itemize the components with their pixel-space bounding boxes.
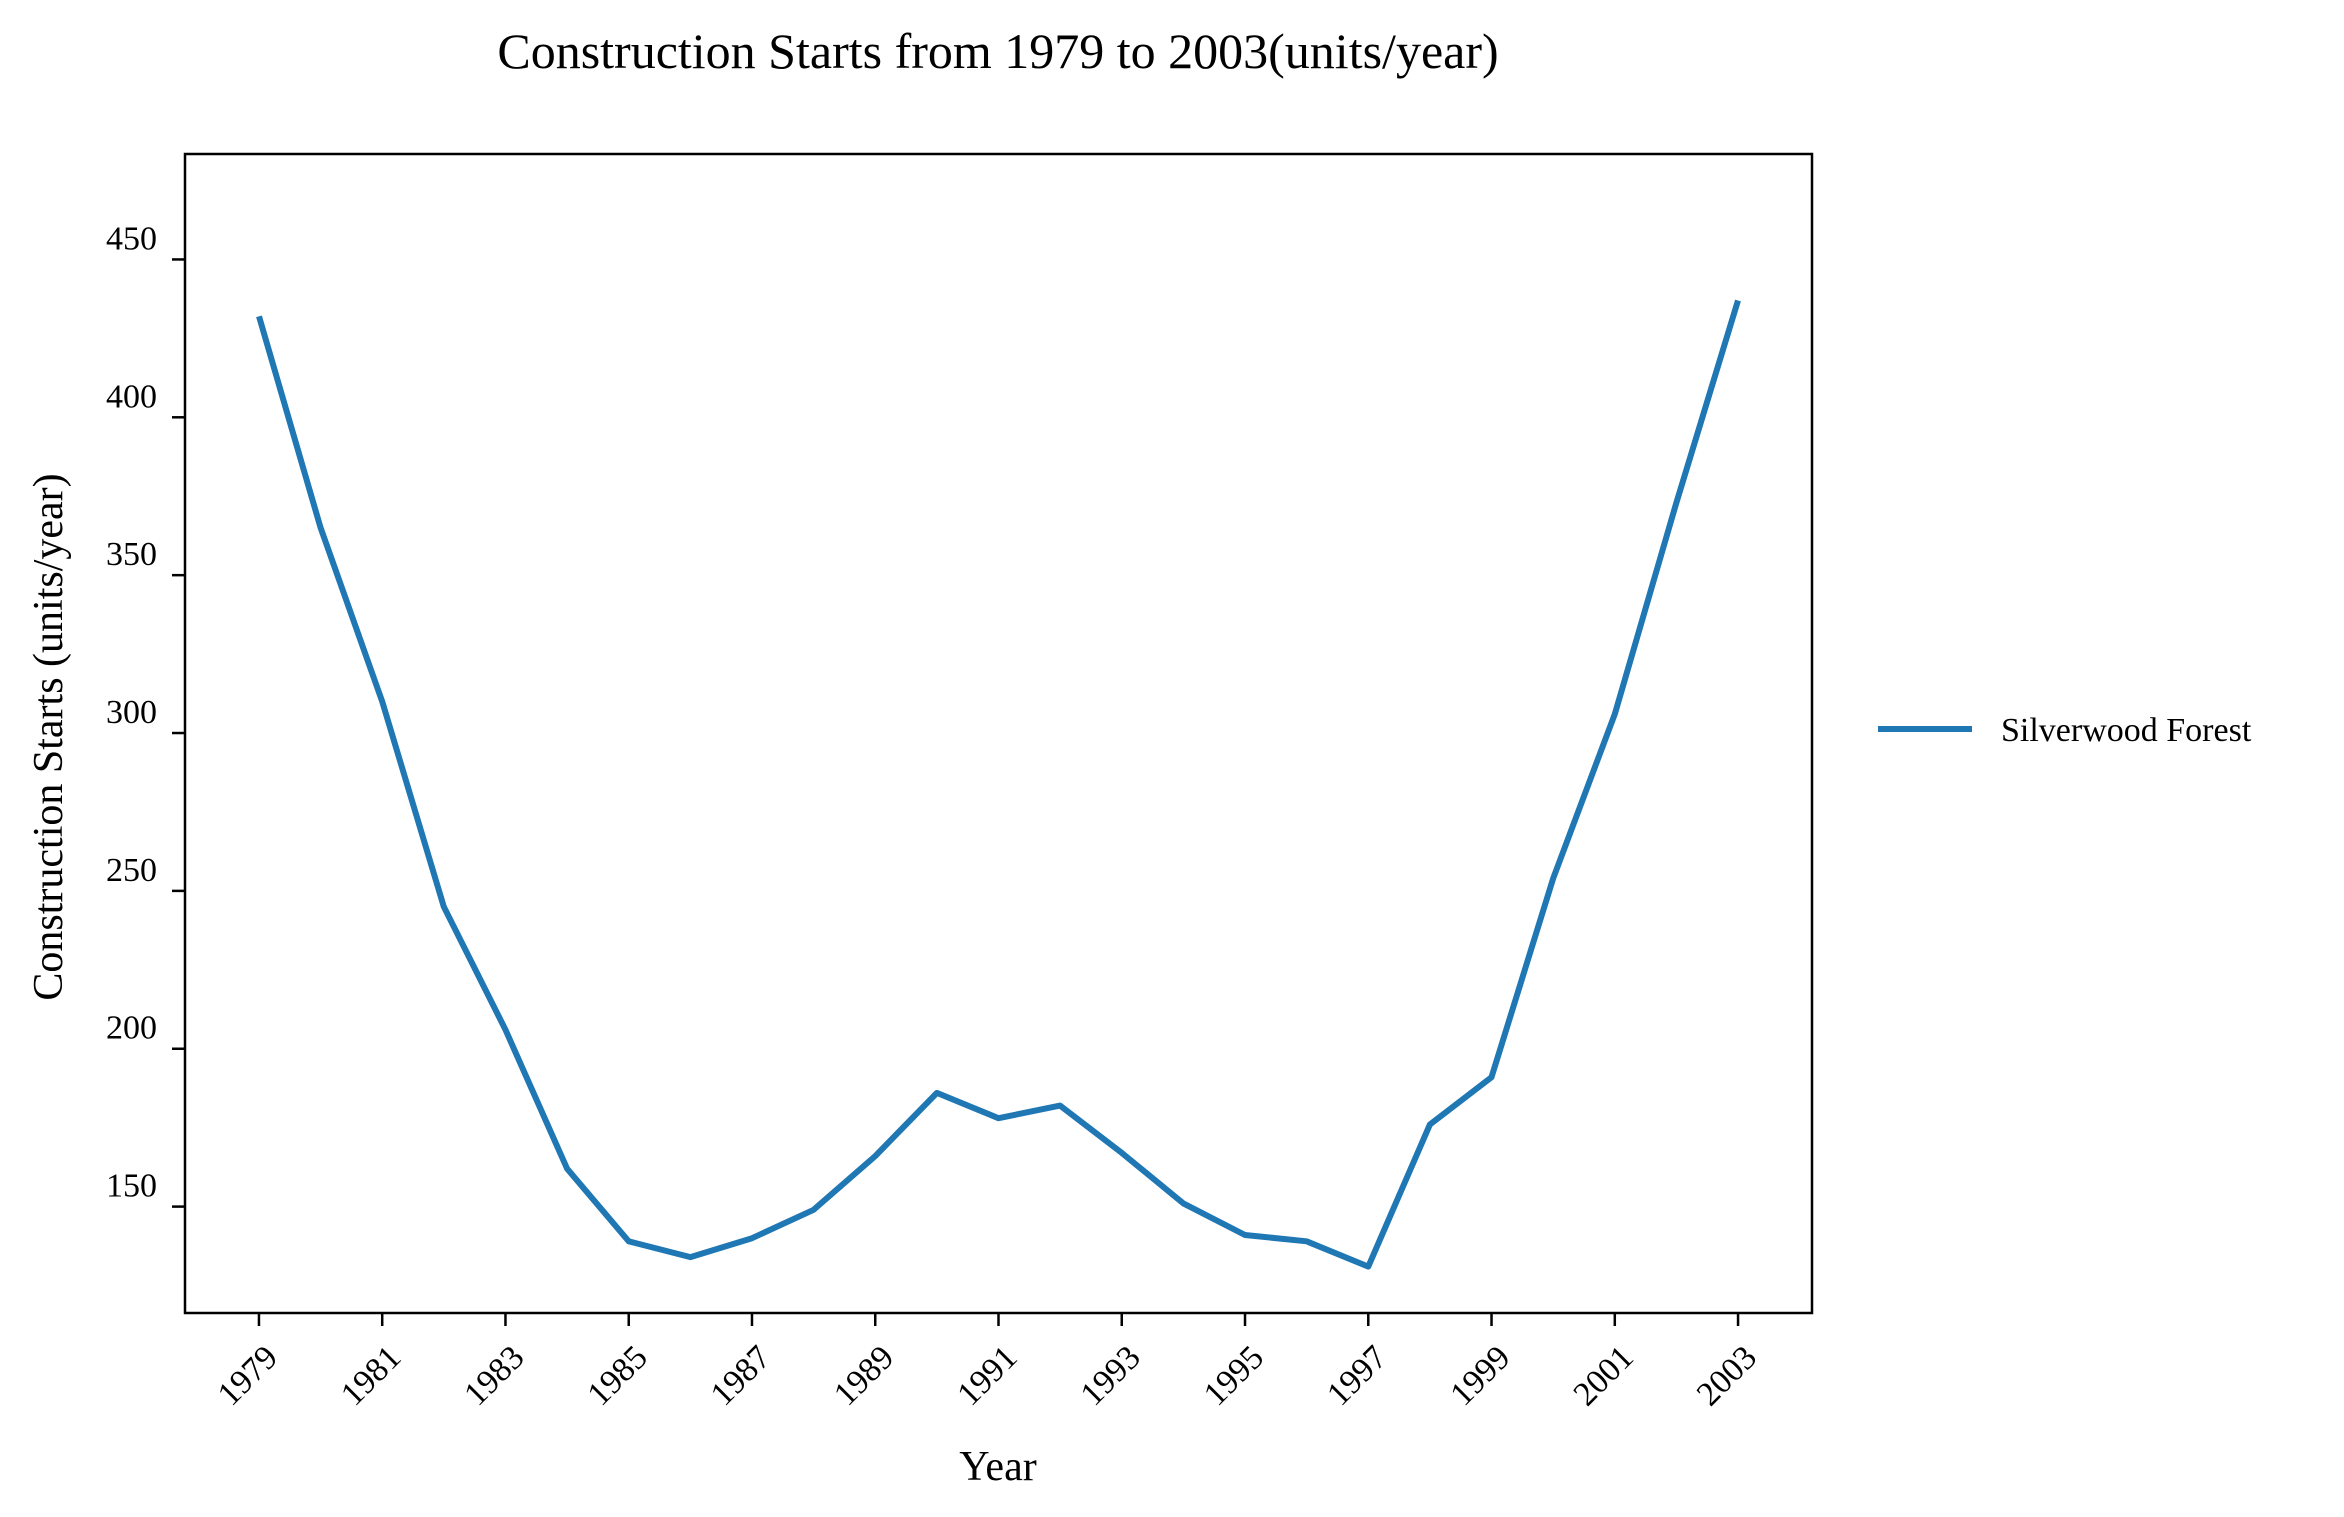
y-tick-label: 450 (106, 220, 157, 257)
plot-area (183, 152, 1814, 1315)
legend: Silverwood Forest (1878, 712, 2252, 749)
y-tick-label: 300 (106, 694, 157, 731)
x-tick-label: 1987 (704, 1339, 778, 1413)
chart-title: Construction Starts from 1979 to 2003(un… (497, 23, 1498, 79)
x-tick-label: 1979 (211, 1339, 285, 1413)
x-tick-label: 2001 (1567, 1339, 1641, 1413)
x-tick-label: 1985 (581, 1339, 655, 1413)
x-tick-label: 1991 (950, 1339, 1024, 1413)
x-tick-label: 1983 (457, 1339, 531, 1413)
x-tick-label: 1997 (1320, 1339, 1394, 1413)
legend-label: Silverwood Forest (2001, 712, 2252, 749)
plot-frame (183, 152, 1814, 1315)
series-line (256, 299, 1741, 1270)
x-tick-label: 1993 (1074, 1339, 1148, 1413)
y-tick-label: 200 (106, 1010, 157, 1047)
x-axis-ticks: 1979 1981 1983 1985 1987 1989 1991 1993 1995 1997… (211, 1313, 1764, 1413)
x-tick-label: 2003 (1690, 1339, 1764, 1413)
x-axis-label: Year (959, 1444, 1036, 1490)
y-axis-label: Construction Starts (units/year) (26, 473, 72, 1000)
y-tick-label: 150 (106, 1168, 157, 1205)
x-tick-label: 1999 (1443, 1339, 1517, 1413)
y-tick-label: 400 (106, 378, 157, 415)
x-tick-label: 1981 (334, 1339, 408, 1413)
y-tick-label: 350 (106, 536, 157, 573)
y-axis-ticks: 150 200 250 300 350 400 450 (106, 220, 185, 1208)
x-tick-label: 1995 (1197, 1339, 1271, 1413)
y-tick-label: 250 (106, 852, 157, 889)
x-tick-label: 1989 (827, 1339, 901, 1413)
